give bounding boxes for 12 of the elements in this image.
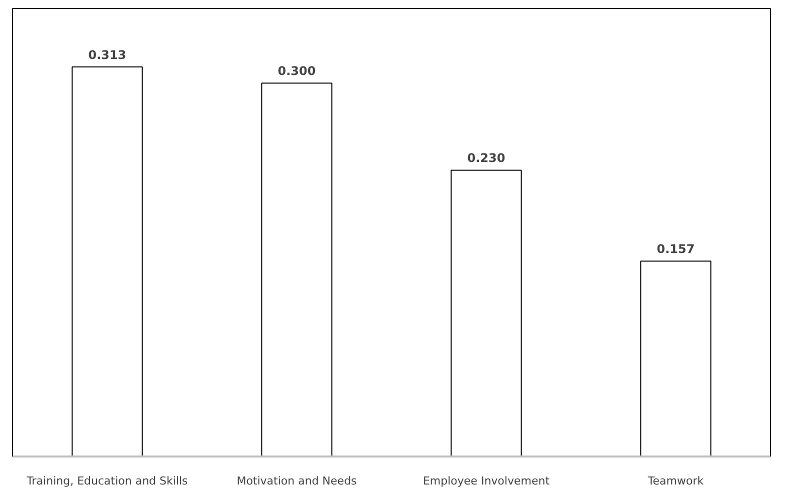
- data-label: 0.230: [467, 151, 506, 166]
- data-label: 0.313: [88, 48, 126, 62]
- bar: [72, 66, 143, 456]
- data-label: 0.300: [278, 64, 316, 78]
- bar: [261, 82, 332, 456]
- bar: [640, 260, 712, 456]
- x-tick-label: Teamwork: [646, 474, 704, 488]
- x-tick-label: Training, Education and Skills: [26, 474, 188, 488]
- x-tick-label: Motivation and Needs: [236, 474, 358, 488]
- bar: [450, 170, 522, 456]
- x-tick-label: Employee Involvement: [422, 474, 550, 488]
- data-label: 0.157: [656, 242, 695, 256]
